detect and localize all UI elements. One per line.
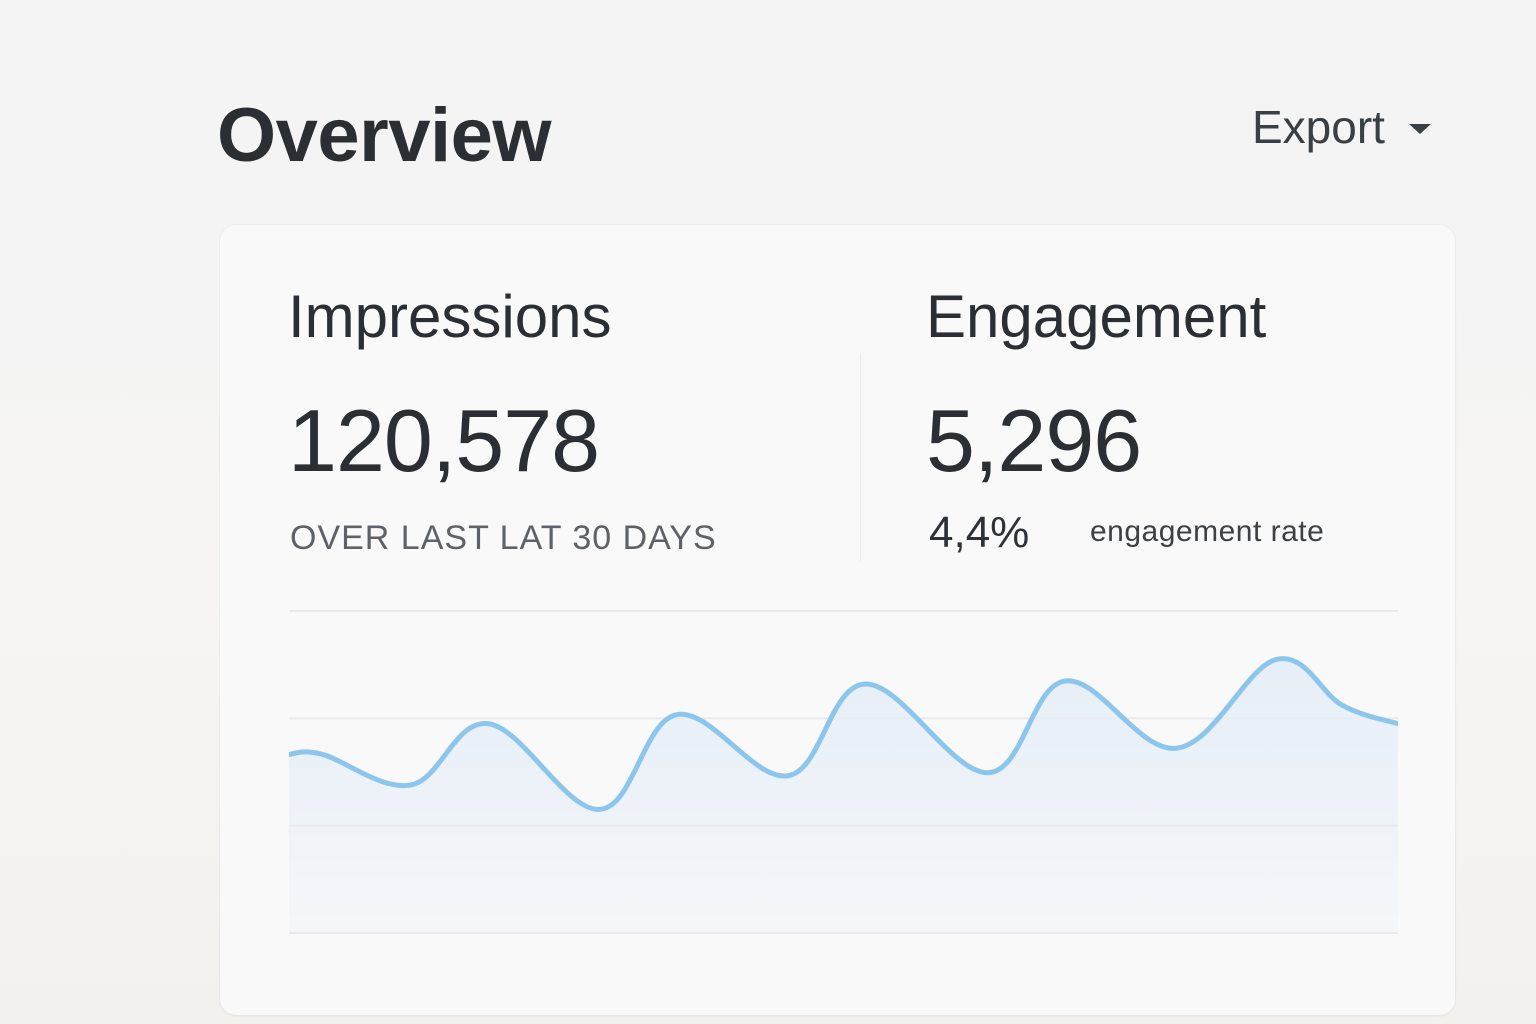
engagement-title: Engagement (926, 283, 1267, 350)
metric-divider (860, 353, 861, 561)
caret-down-icon (1408, 124, 1431, 134)
chart-line-impressions (289, 656, 1398, 812)
export-dropdown-button[interactable]: Export (1252, 104, 1431, 150)
page-title: Overview (217, 93, 552, 178)
overview-card: Impressions 120,578 OVER LAST LAT 30 DAY… (220, 225, 1455, 1015)
impressions-area-chart[interactable] (289, 610, 1398, 950)
engagement-value: 5,296 (926, 391, 1142, 490)
chart-canvas (289, 610, 1398, 934)
engagement-rate-value: 4,4% (929, 508, 1030, 557)
chart-area-fill (289, 658, 1398, 932)
impressions-title: Impressions (288, 283, 612, 350)
impressions-caption: OVER LAST LAT 30 DAYS (290, 519, 717, 557)
engagement-rate-label: engagement rate (1090, 515, 1325, 548)
impressions-value: 120,578 (288, 391, 600, 490)
export-label: Export (1252, 101, 1385, 153)
